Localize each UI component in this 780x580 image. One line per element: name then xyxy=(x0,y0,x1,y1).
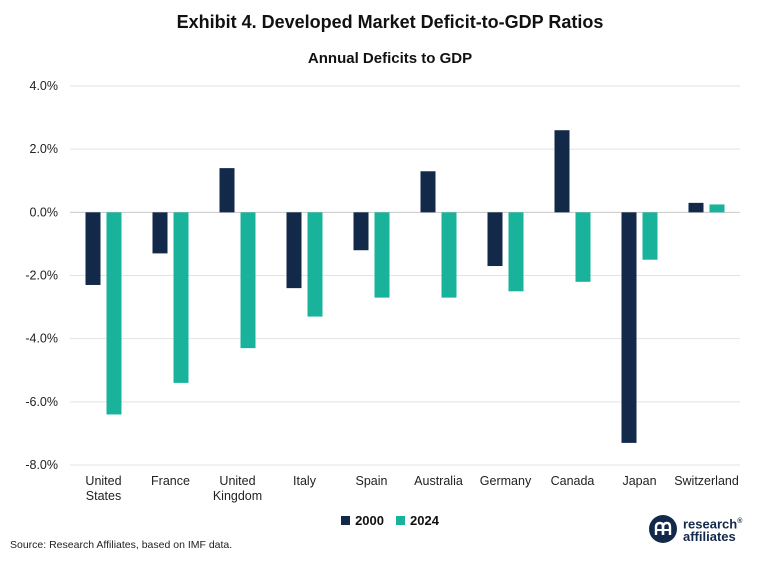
bar-2000 xyxy=(487,212,503,267)
x-tick-label: Spain xyxy=(356,474,388,488)
bar-2000 xyxy=(621,212,637,443)
bar-2024 xyxy=(441,212,457,298)
x-tick-label-line: United xyxy=(85,474,121,488)
bar-2024 xyxy=(575,212,591,282)
logo-line2: affiliates xyxy=(683,529,736,545)
x-tick-label-line: United xyxy=(219,474,255,488)
bar-2000 xyxy=(286,212,302,289)
bar-2000 xyxy=(85,212,101,285)
bar-2000 xyxy=(420,171,436,213)
x-tick-label: Canada xyxy=(551,474,595,488)
bar-2024 xyxy=(374,212,390,298)
bar-2024 xyxy=(508,212,524,292)
bar-2000 xyxy=(688,202,704,213)
x-tick-label-line: Kingdom xyxy=(213,489,262,503)
x-tick-label: United States xyxy=(85,474,121,503)
legend: 2000 2024 xyxy=(0,513,780,528)
y-tick-label: -2.0% xyxy=(25,269,58,283)
research-affiliates-logo: research® affiliates xyxy=(649,515,742,543)
x-tick-label: Germany xyxy=(480,474,532,488)
bar-2000 xyxy=(152,212,168,254)
x-tick-label: United Kingdom xyxy=(213,474,262,503)
legend-label-2000: 2000 xyxy=(355,513,384,528)
legend-swatch-2000 xyxy=(341,516,351,525)
legend-item-2000: 2000 xyxy=(341,513,384,528)
x-tick-label: Italy xyxy=(293,474,317,488)
bar-2024 xyxy=(642,212,658,260)
x-tick-label-line: Spain xyxy=(356,474,388,488)
x-tick-label-line: France xyxy=(151,474,190,488)
bar-2024 xyxy=(307,212,323,317)
logo-line1: research xyxy=(683,516,738,532)
logo-text: research® affiliates xyxy=(683,515,742,543)
bar-2024 xyxy=(709,204,725,213)
y-tick-label: -4.0% xyxy=(25,332,58,346)
x-tick-label: Switzerland xyxy=(674,474,739,488)
x-tick-label-line: Australia xyxy=(414,474,463,488)
chart-subtitle: Annual Deficits to GDP xyxy=(307,50,473,67)
x-tick-label-line: States xyxy=(86,489,121,503)
y-tick-label: -8.0% xyxy=(25,458,58,472)
x-tick-label-line: Switzerland xyxy=(674,474,739,488)
x-tick-label: France xyxy=(151,474,190,488)
y-tick-label: -6.0% xyxy=(25,395,58,409)
y-tick-label: 4.0% xyxy=(30,79,59,93)
bar-2000 xyxy=(219,168,235,213)
x-tick-label-line: Germany xyxy=(480,474,532,488)
legend-item-2024: 2024 xyxy=(396,513,439,528)
bar-chart: 4.0%2.0%0.0%-2.0%-4.0%-6.0%-8.0%United St… xyxy=(25,79,740,503)
x-tick-label-line: Japan xyxy=(622,474,656,488)
x-tick-label: Japan xyxy=(622,474,656,488)
y-tick-label: 2.0% xyxy=(30,142,59,156)
x-tick-label-line: Italy xyxy=(293,474,317,488)
bar-2024 xyxy=(240,212,256,349)
logo-registered-mark: ® xyxy=(737,518,743,525)
x-tick-label-line: Canada xyxy=(551,474,595,488)
bar-2000 xyxy=(554,130,570,213)
bar-2024 xyxy=(106,212,122,415)
legend-swatch-2024 xyxy=(396,516,405,525)
legend-label-2024: 2024 xyxy=(410,513,439,528)
bar-2024 xyxy=(173,212,189,383)
bar-2000 xyxy=(353,212,369,251)
chart-title: Exhibit 4. Developed Market Deficit-to-G… xyxy=(176,12,604,32)
logo-mark-icon xyxy=(649,515,677,544)
source-note: Source: Research Affiliates, based on IM… xyxy=(10,539,233,551)
x-tick-label: Australia xyxy=(414,474,463,488)
y-tick-label: 0.0% xyxy=(30,205,59,219)
